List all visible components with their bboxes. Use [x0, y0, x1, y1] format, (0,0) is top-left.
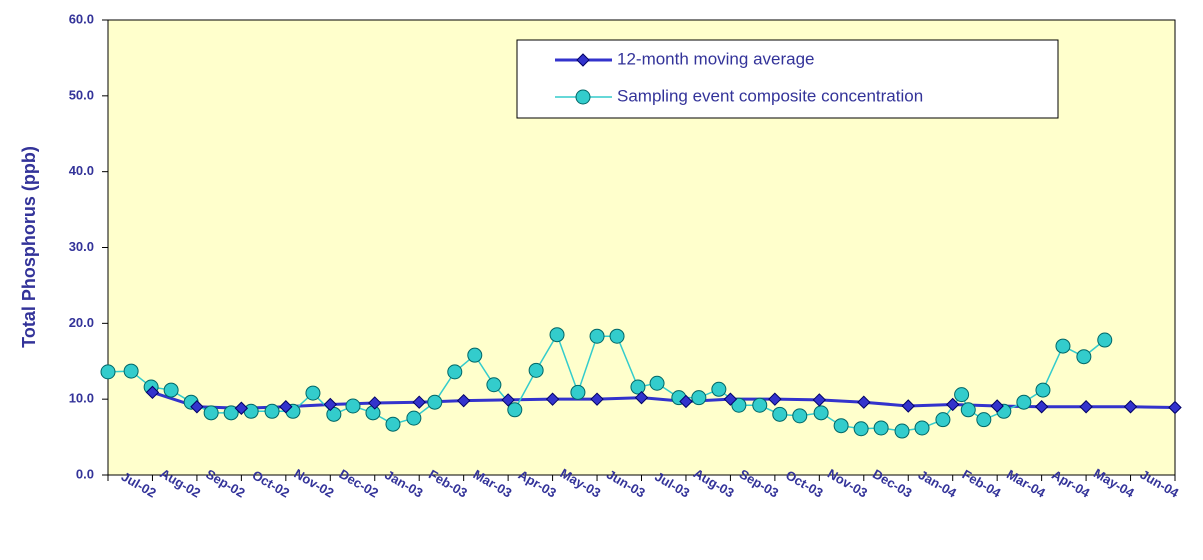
legend-label: 12-month moving average [617, 49, 815, 68]
data-point [545, 392, 560, 406]
y-tick-label: 40.0 [69, 163, 94, 178]
data-point [528, 362, 544, 378]
data-point [1097, 332, 1113, 348]
data-point [1035, 382, 1051, 398]
data-point [1034, 400, 1049, 414]
data-point [305, 385, 321, 401]
data-point [323, 397, 337, 412]
data-point [813, 405, 829, 421]
data-point [691, 390, 707, 406]
data-point [812, 393, 827, 407]
data-point [630, 379, 646, 395]
data-point [634, 390, 649, 405]
y-tick-label: 60.0 [69, 11, 94, 26]
data-point [711, 381, 727, 397]
data-point [894, 423, 910, 439]
y-tick-label: 50.0 [69, 87, 94, 102]
y-tick-label: 10.0 [69, 391, 94, 406]
data-point [264, 403, 280, 419]
y-axis-title: Total Phosphorus (ppb) [19, 146, 39, 348]
data-point [976, 412, 992, 428]
data-point [486, 377, 502, 393]
legend-box [516, 39, 1059, 119]
data-point [243, 403, 259, 419]
data-point [163, 382, 179, 398]
data-point [914, 420, 930, 436]
data-point [589, 328, 605, 344]
data-point [279, 400, 293, 414]
data-point [772, 406, 788, 422]
data-point [501, 393, 515, 407]
data-point [857, 395, 871, 409]
data-point [203, 405, 219, 421]
data-point [456, 393, 471, 408]
legend-label: Sampling event composite concentration [617, 86, 923, 105]
data-point [731, 397, 747, 413]
data-point [853, 421, 869, 437]
data-point [954, 387, 970, 403]
data-point [234, 401, 249, 415]
data-point [412, 395, 426, 409]
data-point [190, 400, 204, 414]
legend-marker [576, 53, 590, 67]
data-point [723, 392, 738, 406]
data-point [345, 398, 361, 414]
data-point [679, 394, 693, 409]
y-tick-label: 20.0 [69, 315, 94, 330]
data-point [385, 416, 401, 432]
data-point [406, 410, 422, 426]
data-point [100, 364, 116, 380]
data-point [768, 392, 782, 406]
data-point [223, 405, 239, 421]
data-point [467, 347, 483, 363]
data-point [123, 363, 139, 379]
data-point [1123, 400, 1138, 414]
data-point [649, 375, 665, 391]
y-tick-label: 0.0 [76, 466, 94, 481]
data-point [792, 408, 808, 424]
data-point [990, 399, 1004, 413]
data-point [368, 396, 382, 410]
data-point [549, 327, 565, 343]
data-point [507, 402, 523, 418]
data-point [1079, 400, 1093, 414]
data-point [1076, 349, 1092, 365]
data-point [609, 328, 625, 344]
data-point [447, 364, 463, 380]
y-tick-label: 30.0 [69, 239, 94, 254]
data-point [946, 397, 960, 412]
data-point [752, 397, 768, 413]
data-point [1016, 394, 1032, 410]
data-point [427, 394, 443, 410]
data-point [590, 392, 604, 406]
data-point [901, 399, 915, 413]
data-point [145, 385, 160, 400]
data-point [570, 384, 586, 400]
data-point [873, 420, 889, 436]
data-point [1055, 338, 1071, 354]
data-point [1168, 400, 1182, 415]
legend-marker [575, 89, 591, 105]
data-point [960, 402, 976, 418]
data-point [935, 412, 951, 428]
data-point [833, 418, 849, 434]
data-point [365, 405, 381, 421]
